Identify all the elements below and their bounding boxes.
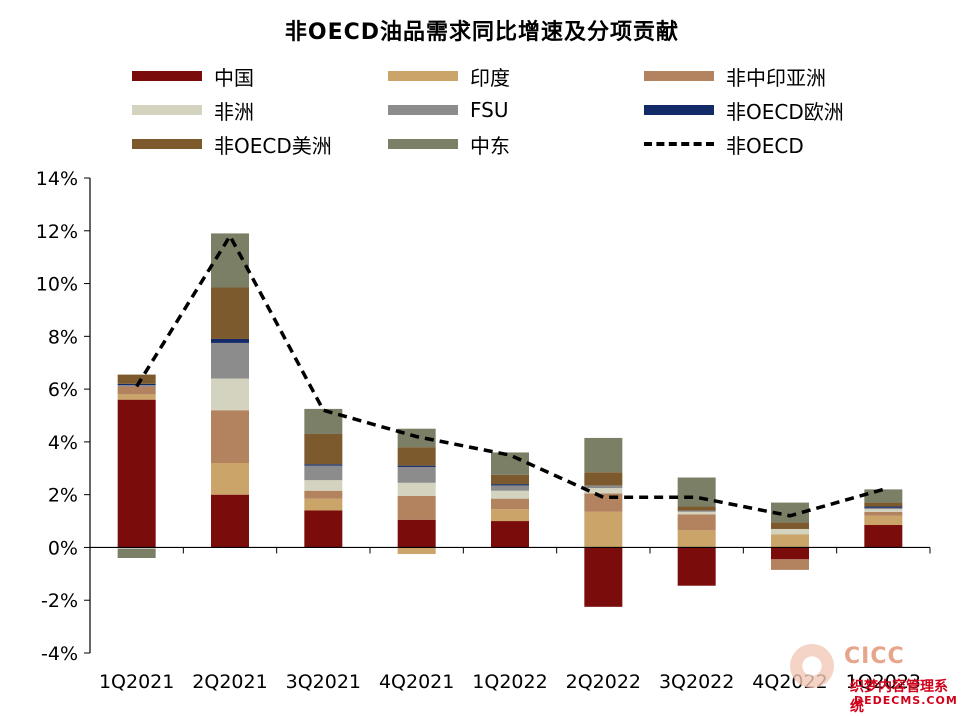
bar-segment-1 [304, 511, 342, 548]
bar-segment-8 [118, 549, 156, 558]
bar-segment-5 [304, 466, 342, 481]
bar-segment-2 [584, 512, 622, 548]
bar-segment-1 [864, 525, 902, 547]
bar-segment-1 [584, 547, 622, 606]
bar-segment-4 [211, 379, 249, 411]
bar-segment-4 [491, 491, 529, 499]
bar-segment-1 [118, 400, 156, 548]
bar-segment-7 [398, 447, 436, 465]
bar-segment-1 [398, 520, 436, 548]
bar-segment-7 [678, 507, 716, 511]
bar-segment-8 [864, 489, 902, 502]
bar-segment-5 [211, 343, 249, 379]
bar-segment-3 [118, 386, 156, 394]
bar-segment-1 [678, 547, 716, 585]
bar-segment-1 [491, 521, 529, 547]
bar-segment-4 [304, 480, 342, 491]
bar-segment-3 [864, 512, 902, 516]
bar-segment-4 [864, 509, 902, 512]
bar-segment-1 [771, 547, 809, 559]
y-tick-label: 14% [36, 168, 78, 190]
bar-segment-2 [864, 516, 902, 525]
bar-segment-7 [771, 522, 809, 529]
bar-segment-7 [304, 434, 342, 464]
bar-segment-7 [864, 503, 902, 507]
bar-segment-2 [211, 463, 249, 495]
bar-segment-8 [211, 233, 249, 287]
bar-segment-5 [398, 467, 436, 483]
y-tick-label: -2% [41, 590, 78, 612]
bar-segment-3 [771, 559, 809, 570]
bar-segment-4 [398, 483, 436, 496]
watermark: CICC 织梦内容管理系统 DEDECMS.COM [790, 640, 960, 710]
x-tick-label: 4Q2021 [379, 671, 454, 693]
bar-segment-2 [118, 394, 156, 399]
bar-segment-6 [211, 339, 249, 343]
x-tick-label: 2Q2022 [566, 671, 641, 693]
bar-segment-2 [491, 509, 529, 521]
bar-segment-7 [118, 375, 156, 384]
cicc-logo-icon [790, 644, 834, 688]
bar-segment-2 [398, 547, 436, 554]
y-tick-label: 8% [48, 326, 78, 348]
bar-segment-6 [304, 464, 342, 465]
watermark-logo-text: CICC [844, 644, 905, 669]
x-tick-label: 2Q2021 [192, 671, 267, 693]
bar-segment-3 [491, 499, 529, 510]
x-tick-label: 3Q2021 [286, 671, 361, 693]
x-tick-label: 1Q2022 [472, 671, 547, 693]
bar-segment-4 [678, 512, 716, 515]
bar-segment-7 [211, 288, 249, 339]
bar-segment-6 [864, 507, 902, 508]
bar-segment-7 [491, 475, 529, 484]
bar-segment-8 [304, 409, 342, 434]
bar-segment-4 [584, 488, 622, 493]
y-tick-label: 10% [36, 274, 78, 296]
bar-segment-5 [678, 511, 716, 512]
y-tick-label: -4% [41, 643, 78, 665]
bar-segment-2 [771, 534, 809, 547]
bar-segment-4 [771, 529, 809, 534]
bar-segment-2 [304, 499, 342, 511]
bar-segment-6 [398, 466, 436, 467]
bar-segment-6 [491, 484, 529, 485]
x-tick-label: 1Q2021 [99, 671, 174, 693]
y-tick-label: 12% [36, 221, 78, 243]
y-tick-label: 4% [48, 432, 78, 454]
y-tick-label: 0% [48, 537, 78, 559]
bar-segment-5 [491, 485, 529, 490]
bar-segment-8 [491, 452, 529, 474]
watermark-site-url: DEDECMS.COM [854, 694, 958, 707]
x-tick-label: 3Q2022 [659, 671, 734, 693]
bar-segment-5 [864, 508, 902, 509]
y-tick-label: 2% [48, 485, 78, 507]
bar-segment-3 [398, 496, 436, 520]
bar-segment-8 [584, 438, 622, 472]
bar-segment-7 [584, 472, 622, 485]
bar-segment-1 [211, 495, 249, 548]
bar-segment-3 [678, 514, 716, 530]
bar-segment-5 [584, 485, 622, 488]
bar-segment-2 [678, 530, 716, 547]
bar-segment-3 [211, 410, 249, 463]
y-tick-label: 6% [48, 379, 78, 401]
bar-segment-3 [304, 491, 342, 499]
bar-segment-8 [678, 478, 716, 507]
